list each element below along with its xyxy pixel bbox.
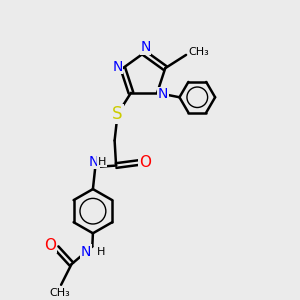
Text: O: O — [139, 155, 151, 170]
Text: CH₃: CH₃ — [49, 288, 70, 298]
Text: H: H — [98, 157, 106, 167]
Text: N: N — [112, 60, 123, 74]
Text: CH₃: CH₃ — [188, 47, 209, 57]
Text: O: O — [44, 238, 56, 253]
Text: N: N — [81, 245, 91, 259]
Text: N: N — [88, 155, 99, 169]
Text: S: S — [112, 105, 123, 123]
Text: N: N — [158, 87, 168, 101]
Text: N: N — [140, 40, 151, 54]
Text: H: H — [96, 247, 105, 257]
